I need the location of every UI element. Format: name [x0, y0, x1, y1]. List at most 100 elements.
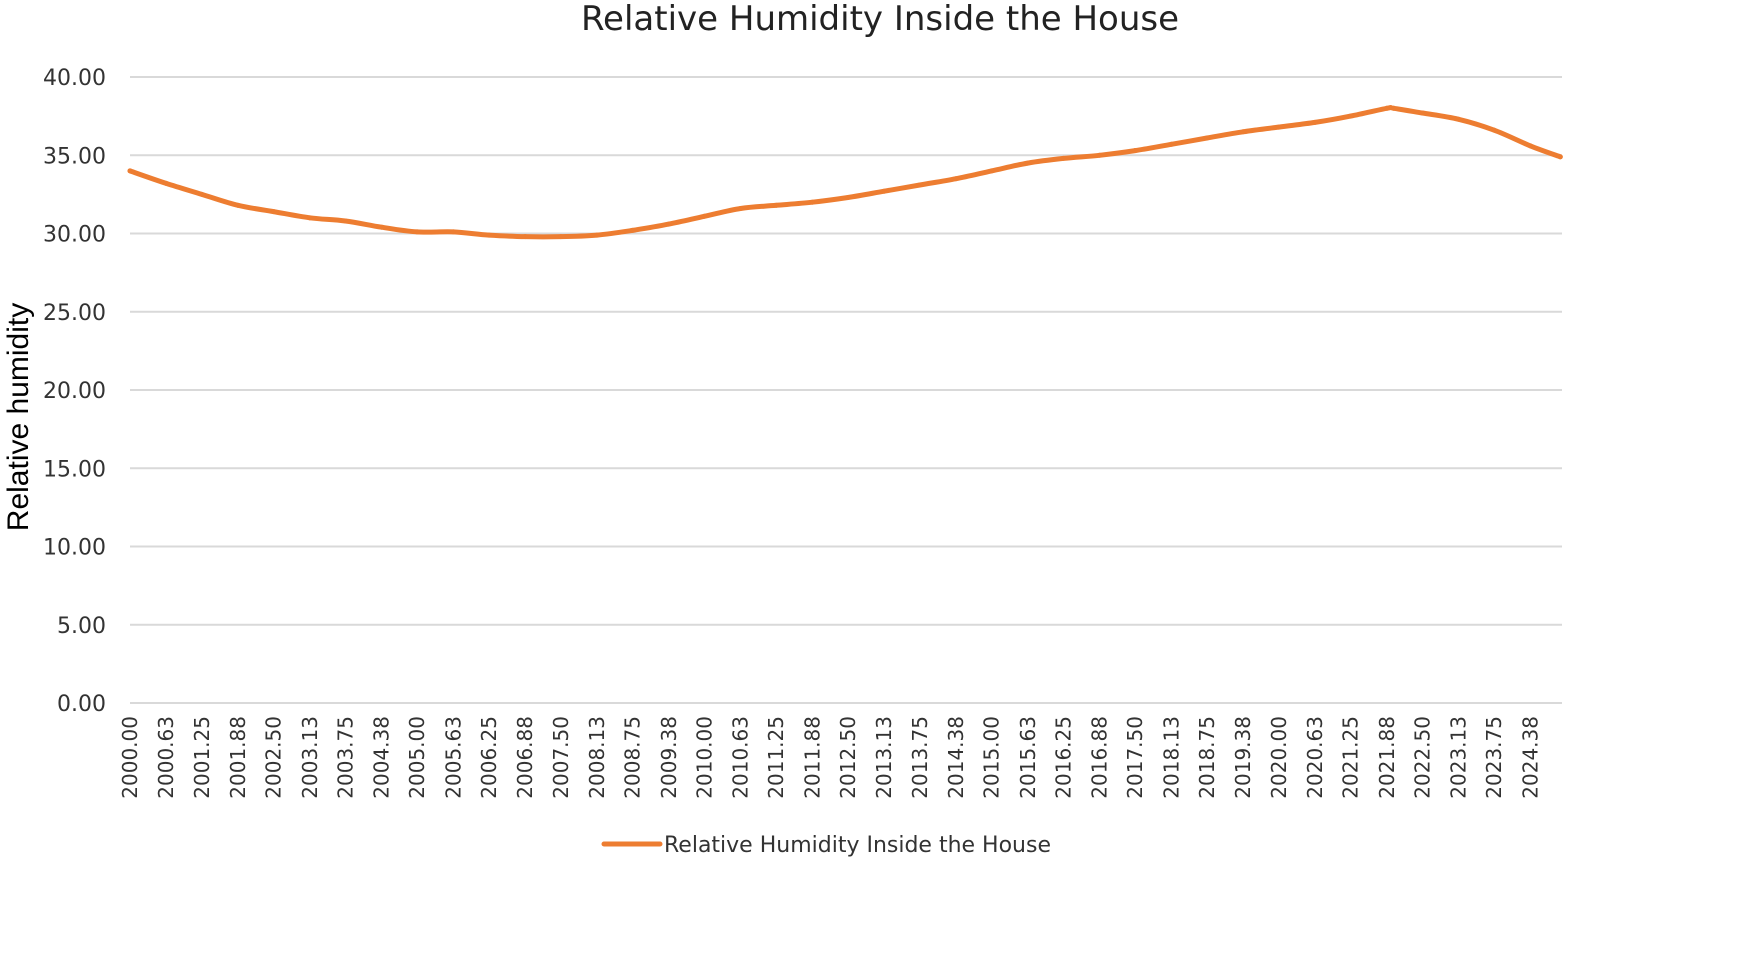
x-tick-label: 2006.25 [477, 716, 501, 799]
data-point [414, 229, 420, 235]
data-point [486, 232, 492, 238]
data-point [1557, 154, 1563, 160]
data-point [1097, 152, 1103, 158]
data-point [701, 213, 707, 219]
x-tick-label: 2010.63 [729, 716, 753, 799]
data-point [989, 168, 995, 174]
x-tick-label: 2021.25 [1339, 716, 1363, 799]
x-tick-label: 2015.00 [980, 716, 1004, 799]
data-point [594, 232, 600, 238]
data-point [738, 205, 744, 211]
x-tick-label: 2014.38 [944, 716, 968, 799]
x-tick-label: 2018.75 [1195, 716, 1219, 799]
x-tick-label: 2008.13 [585, 716, 609, 799]
data-point [917, 182, 923, 188]
y-tick-label: 30.00 [43, 223, 106, 248]
x-tick-label: 2006.88 [513, 716, 537, 799]
data-point [630, 227, 636, 233]
x-tick-label: 2002.50 [262, 716, 286, 799]
data-point [1491, 127, 1497, 133]
data-point [1312, 119, 1318, 125]
data-point [1060, 155, 1066, 161]
data-point [1276, 124, 1282, 130]
x-tick-label: 2003.13 [298, 716, 322, 799]
data-point [1384, 105, 1390, 111]
x-tick-label: 2018.13 [1159, 716, 1183, 799]
data-point [558, 234, 564, 240]
x-tick-label: 2024.38 [1518, 716, 1542, 799]
x-tick-label: 2009.38 [657, 716, 681, 799]
x-tick-label: 2016.88 [1088, 716, 1112, 799]
data-point [163, 180, 169, 186]
x-tick-label: 2004.38 [370, 716, 394, 799]
legend: Relative Humidity Inside the House [601, 833, 1051, 858]
data-point [1419, 110, 1425, 116]
data-point [773, 202, 779, 208]
data-point [1348, 113, 1354, 119]
x-tick-label: 2005.00 [405, 716, 429, 799]
data-point [953, 176, 959, 182]
data-point [522, 234, 528, 240]
x-tick-label: 2016.25 [1051, 716, 1075, 799]
y-axis-ticks: 0.00 5.00 10.00 15.00 20.00 25.00 30.00 35.00 40… [43, 66, 106, 717]
x-tick-label: 2008.75 [621, 716, 645, 799]
data-point [271, 209, 277, 215]
data-point [1527, 143, 1533, 149]
x-tick-label: 2001.88 [226, 716, 250, 799]
x-tick-label: 2011.88 [800, 716, 824, 799]
x-tick-label: 2019.38 [1231, 716, 1255, 799]
x-tick-label: 2001.25 [190, 716, 214, 799]
x-tick-label: 2013.75 [908, 716, 932, 799]
y-tick-label: 0.00 [57, 692, 106, 717]
x-tick-label: 2012.50 [836, 716, 860, 799]
y-tick-label: 25.00 [43, 301, 106, 326]
chart-title: Relative Humidity Inside the House [581, 0, 1179, 39]
x-tick-label: 2000.00 [118, 716, 142, 799]
x-tick-label: 2023.13 [1447, 716, 1471, 799]
x-tick-label: 2020.00 [1267, 716, 1291, 799]
x-tick-label: 2010.00 [692, 716, 716, 799]
data-point [881, 188, 887, 194]
y-tick-label: 10.00 [43, 536, 106, 561]
data-point [1025, 160, 1031, 166]
y-tick-label: 15.00 [43, 457, 106, 482]
x-tick-label: 2015.63 [1016, 716, 1040, 799]
data-point [307, 215, 313, 221]
x-axis-ticks: 2000.00 2000.63 2001.25 2001.88 2002.50 2003.… [118, 716, 1542, 799]
data-point [809, 199, 815, 205]
x-tick-label: 2011.25 [764, 716, 788, 799]
legend-label: Relative Humidity Inside the House [664, 833, 1051, 858]
series-line-relative-humidity [127, 105, 1563, 240]
data-point [1456, 116, 1462, 122]
x-tick-label: 2000.63 [154, 716, 178, 799]
y-tick-label: 5.00 [57, 614, 106, 639]
x-tick-label: 2020.63 [1303, 716, 1327, 799]
x-tick-label: 2022.50 [1410, 716, 1434, 799]
gridlines [130, 76, 1562, 704]
data-point [199, 191, 205, 197]
x-tick-label: 2005.63 [441, 716, 465, 799]
data-point [127, 168, 133, 174]
data-point [1240, 129, 1246, 135]
x-tick-label: 2007.50 [549, 716, 573, 799]
x-tick-label: 2013.13 [872, 716, 896, 799]
x-tick-label: 2003.75 [333, 716, 357, 799]
x-tick-label: 2021.88 [1375, 716, 1399, 799]
data-point [1168, 141, 1174, 147]
data-point [379, 224, 385, 230]
x-tick-label: 2023.75 [1482, 716, 1506, 799]
data-point [1132, 148, 1138, 154]
data-point [450, 229, 456, 235]
data-point [1204, 135, 1210, 141]
y-axis-label: Relative humidity [2, 303, 35, 531]
y-tick-label: 20.00 [43, 379, 106, 404]
data-point [666, 221, 672, 227]
data-point [235, 202, 241, 208]
data-point [1391, 105, 1397, 111]
data-point [342, 218, 348, 224]
y-tick-label: 35.00 [43, 144, 106, 169]
series-points [127, 105, 1563, 240]
y-tick-label: 40.00 [43, 66, 106, 91]
data-point [845, 195, 851, 201]
